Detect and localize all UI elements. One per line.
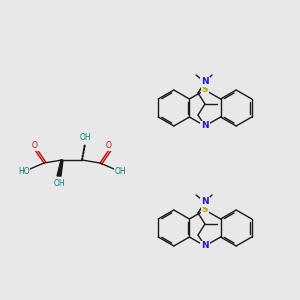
Text: N: N bbox=[201, 197, 209, 206]
Text: HO: HO bbox=[18, 167, 30, 176]
Text: N: N bbox=[201, 242, 209, 250]
Text: OH: OH bbox=[114, 167, 126, 176]
Text: S: S bbox=[202, 85, 208, 94]
Polygon shape bbox=[57, 160, 63, 176]
Text: OH: OH bbox=[79, 133, 91, 142]
Text: OH: OH bbox=[53, 178, 65, 188]
Text: O: O bbox=[32, 142, 38, 151]
Text: N: N bbox=[201, 122, 209, 130]
Text: N: N bbox=[201, 77, 209, 86]
Text: S: S bbox=[202, 206, 208, 214]
Text: O: O bbox=[106, 142, 112, 151]
